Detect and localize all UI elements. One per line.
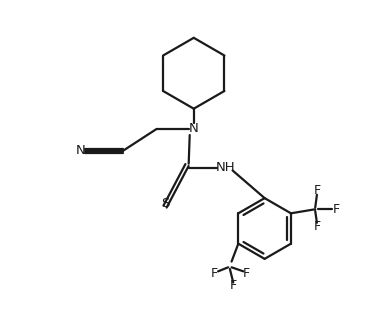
Text: N: N — [189, 122, 199, 136]
Text: F: F — [332, 203, 340, 216]
Text: F: F — [313, 184, 321, 197]
Text: NH: NH — [216, 161, 236, 174]
Text: F: F — [243, 267, 250, 279]
Text: S: S — [161, 197, 169, 210]
Text: N: N — [76, 144, 86, 157]
Text: F: F — [230, 279, 237, 292]
Text: F: F — [313, 220, 321, 233]
Text: F: F — [211, 267, 218, 279]
